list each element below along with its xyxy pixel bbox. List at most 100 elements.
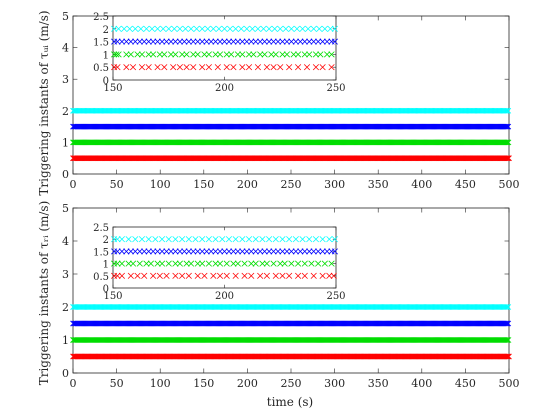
main-1-y-tick-label: 2 [62, 301, 69, 314]
main-1-x-tick-label: 150 [193, 377, 214, 390]
data-point [505, 123, 512, 130]
main-1-y-tick-label: 5 [62, 202, 69, 215]
inset-data-point [171, 25, 178, 32]
main-1-x-tick-label: 100 [150, 377, 171, 390]
inset-0-y-tick-label: 1 [103, 50, 109, 61]
inset-data-point [261, 38, 268, 45]
main-0-x-tick-label: 350 [368, 178, 389, 191]
inset-1-y-tick-label: 1 [103, 260, 109, 271]
inset-data-point [190, 38, 197, 45]
inset-data-point [154, 38, 161, 45]
main-0-x-tick-label: 500 [499, 178, 520, 191]
inset-data-point [182, 25, 189, 32]
inset-data-point [156, 51, 163, 58]
inset-data-point [121, 25, 128, 32]
inset-data-point [212, 51, 219, 58]
inset-data-point [204, 25, 211, 32]
inset-data-point [279, 51, 286, 58]
inset-data-point [263, 64, 270, 71]
inset-data-point [226, 25, 234, 32]
main-1-x-tick-label: 50 [110, 377, 124, 390]
inset-data-point [270, 64, 277, 71]
inset-data-point [283, 38, 291, 45]
inset-1-y-tick-label: 2.5 [93, 223, 109, 234]
inset-data-point [321, 25, 328, 32]
data-point [503, 139, 510, 146]
inset-data-point [277, 64, 284, 71]
inset-data-point [254, 25, 262, 32]
main-1-y-tick-label: 1 [62, 334, 69, 347]
inset-1-x-tick-label: 200 [215, 291, 234, 302]
inset-data-point [310, 38, 317, 45]
inset-data-point [239, 64, 246, 71]
series-band-2 [70, 107, 512, 114]
inset-data-point [328, 51, 335, 58]
inset-data-point [268, 51, 275, 58]
main-1-x-tick-label: 200 [237, 377, 258, 390]
main-0-x-tick-label: 50 [110, 178, 124, 191]
inset-data-point [154, 64, 161, 71]
inset-0-x-tick-label: 200 [215, 83, 234, 94]
inset-data-point [167, 38, 175, 45]
inset-data-point [115, 51, 122, 58]
inset-data-point [145, 51, 152, 58]
main-1-x-tick-label: 400 [411, 377, 432, 390]
inset-1-x-tick-label: 250 [326, 291, 345, 302]
inset-data-point [185, 38, 192, 45]
main-0-x-tick-label: 450 [455, 178, 476, 191]
inset-data-point [212, 38, 219, 45]
series-band-1 [70, 337, 512, 343]
top-inset-plot: 150 200 250 0 0.5 11.5 2 2.5 [93, 12, 345, 94]
inset-data-point [266, 25, 273, 32]
inset-data-point [221, 25, 228, 32]
inset-0-y-tick-label: 2.5 [93, 12, 109, 23]
inset-data-point [216, 51, 224, 58]
data-point [505, 353, 512, 360]
inset-data-point [303, 64, 311, 71]
main-1-x-tick-label: 0 [70, 377, 77, 390]
inset-data-point [239, 51, 246, 58]
series-band-0.5 [70, 155, 512, 162]
inset-data-point [210, 25, 217, 32]
inset-1-y-tick-label: 0 [103, 284, 109, 295]
inset-data-point [183, 51, 190, 58]
inset-data-point [136, 38, 143, 45]
inset-data-point [137, 25, 144, 32]
x-axis-label: time (s) [267, 395, 313, 409]
inset-data-point [183, 64, 190, 71]
inset-data-point [132, 38, 139, 45]
inset-data-point [199, 64, 206, 71]
inset-data-point [148, 25, 156, 32]
inset-data-point [154, 25, 161, 32]
inset-data-point [319, 64, 326, 71]
inset-0-x-tick-label: 150 [103, 83, 122, 94]
inset-data-point [254, 64, 262, 71]
inset-data-point [216, 38, 224, 45]
inset-data-point [286, 64, 293, 71]
inset-data-point [270, 38, 277, 45]
inset-data-point [323, 38, 331, 45]
main-0-x-tick-label: 150 [193, 178, 214, 191]
main-1-x-tick-label: 250 [281, 377, 302, 390]
inset-data-point [205, 64, 212, 71]
inset-data-point [305, 25, 312, 32]
inset-data-point [292, 38, 299, 45]
data-point [503, 123, 510, 130]
inset-data-point [138, 64, 146, 71]
inset-data-point [271, 25, 278, 32]
inset-data-point [190, 51, 197, 58]
inset-0-y-tick-label: 2 [103, 25, 109, 36]
data-point [505, 155, 512, 162]
inset-data-point [327, 25, 334, 32]
inset-series-2 [111, 25, 338, 32]
inset-data-point [312, 64, 320, 71]
inset-data-point [261, 51, 268, 58]
inset-data-point [208, 38, 215, 45]
inset-data-point [114, 38, 121, 45]
inset-data-point [248, 38, 255, 45]
inset-0-y-tick-label: 1.5 [93, 38, 109, 49]
inset-data-point [176, 64, 183, 71]
inset-series-1 [111, 51, 335, 58]
inset-data-point [215, 25, 223, 32]
series-band-1 [70, 139, 512, 146]
